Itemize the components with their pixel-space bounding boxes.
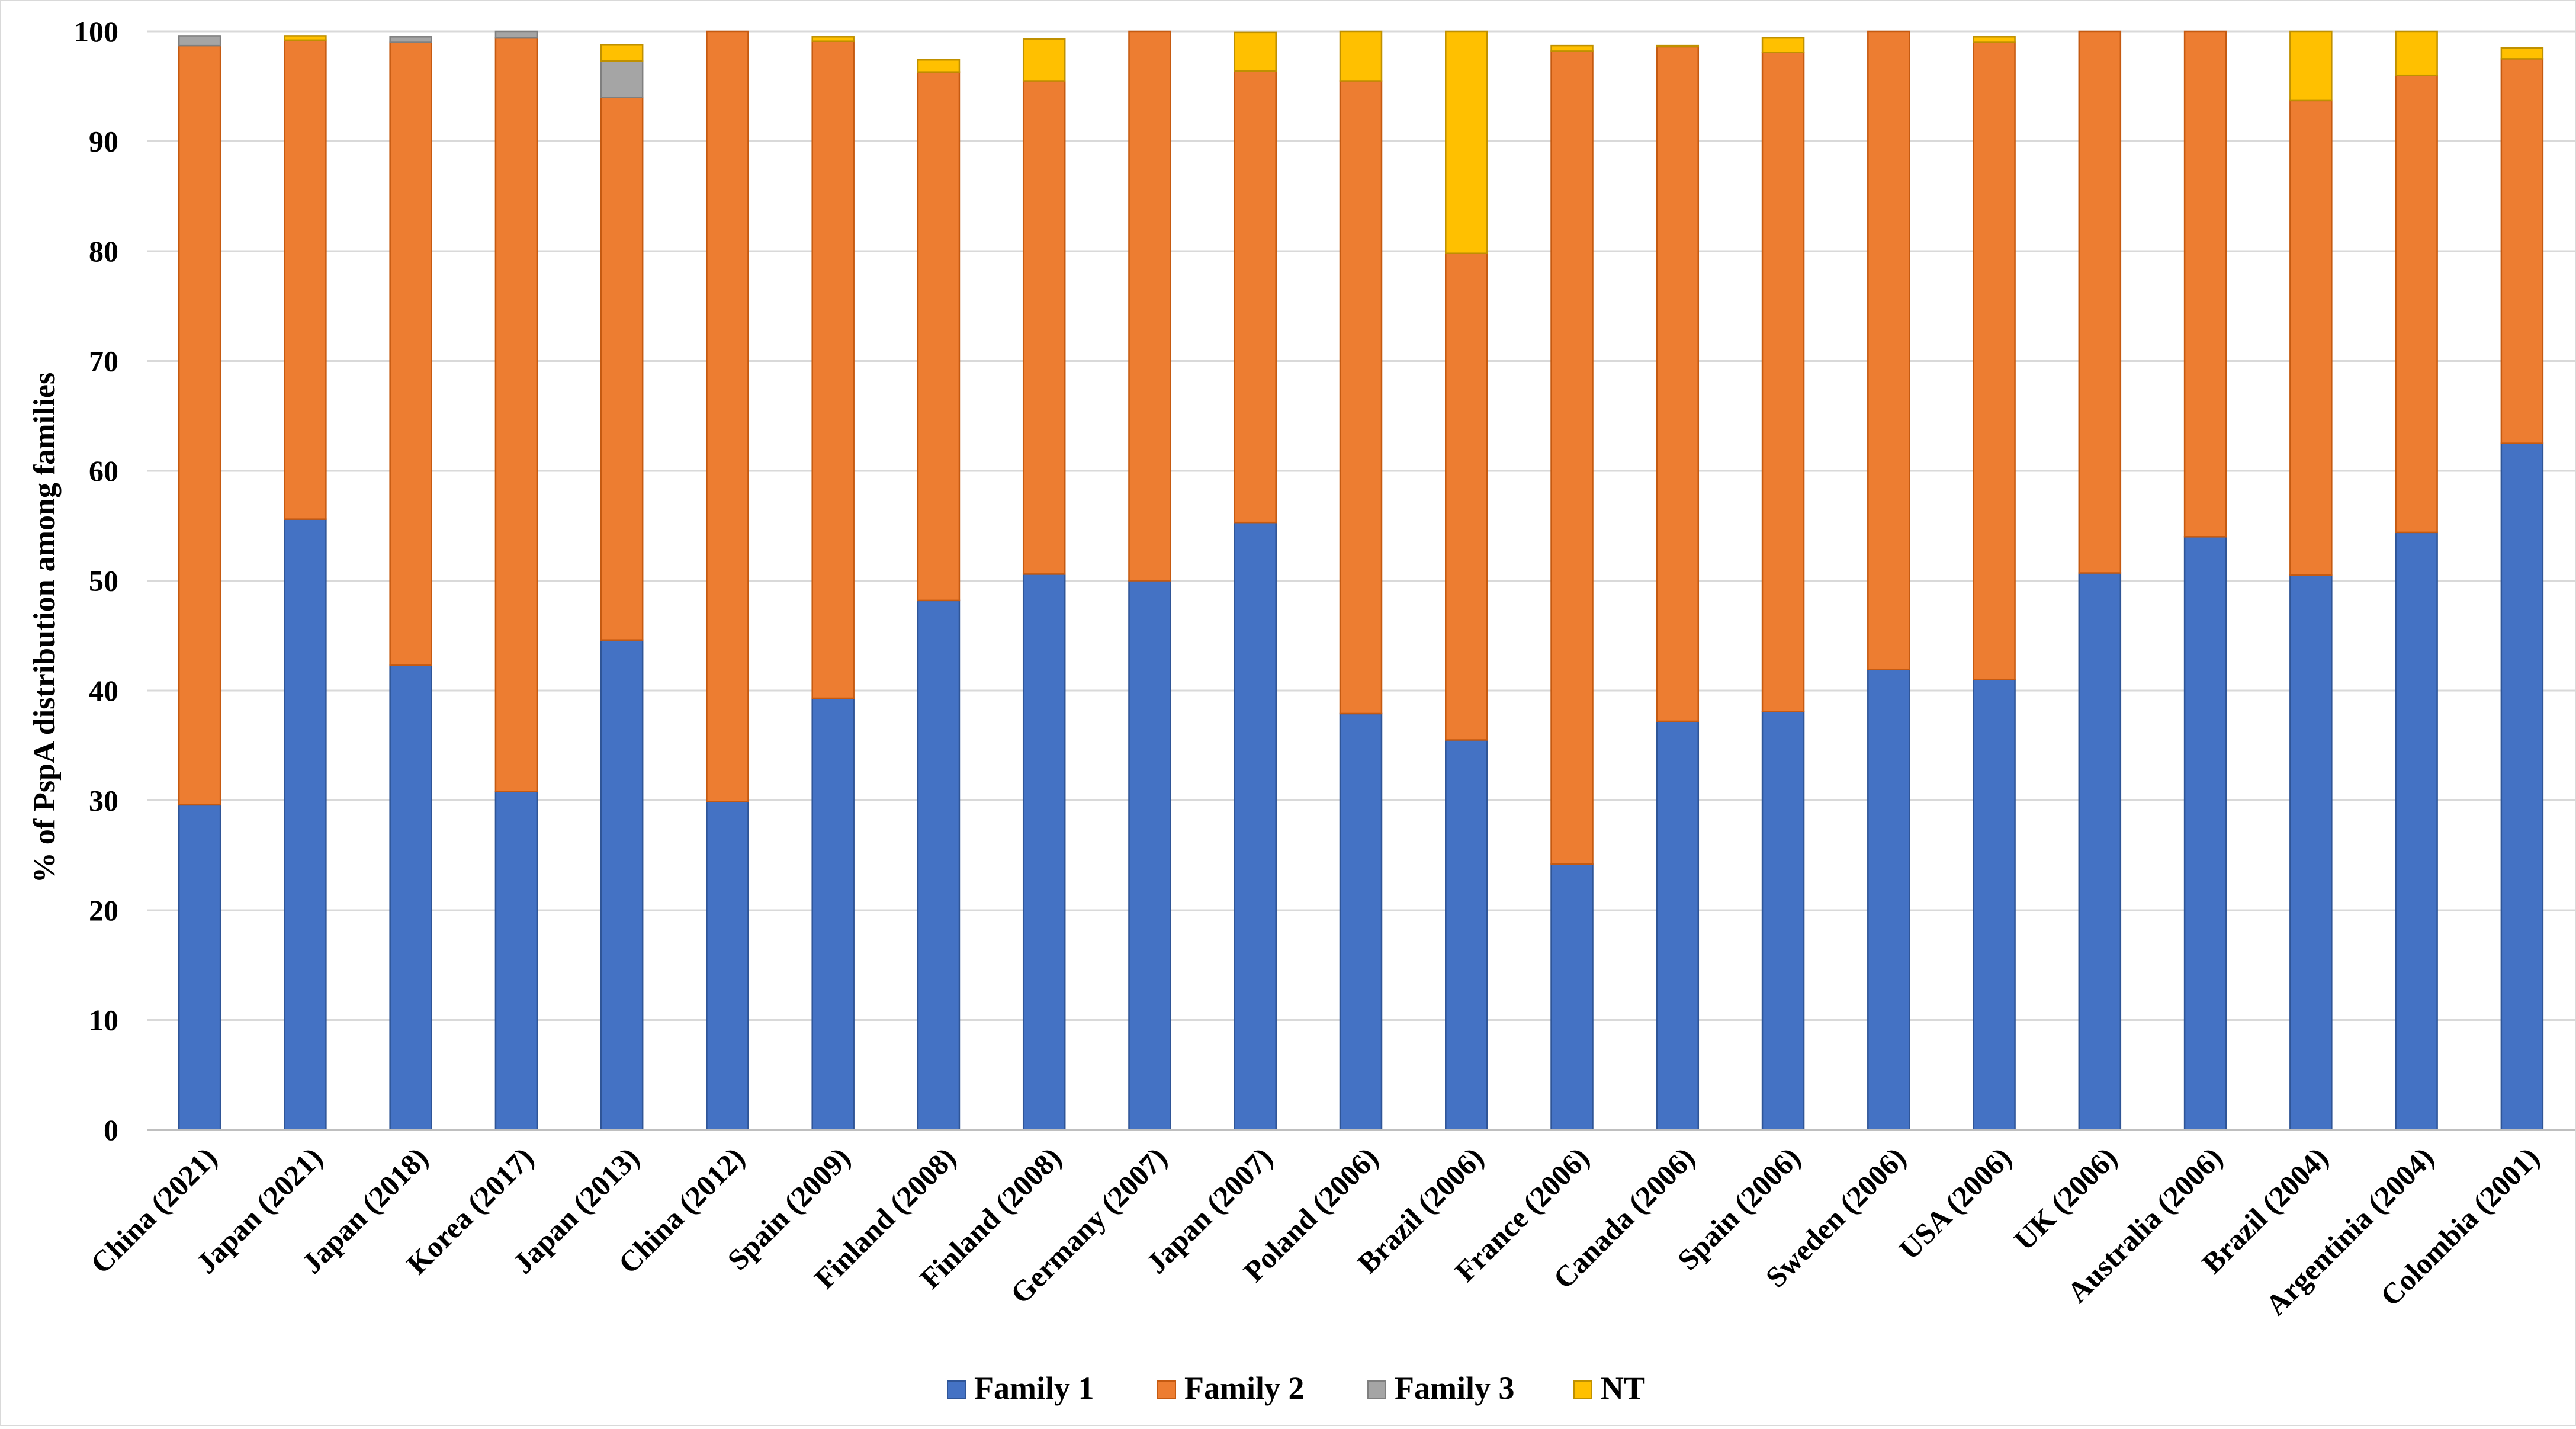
- bar-segment-family-1: [706, 801, 749, 1131]
- bar-segment-family-2: [1761, 51, 1805, 712]
- bar-segment-family-2: [917, 71, 961, 602]
- bar-segment-nt: [284, 35, 327, 41]
- bar-segment-family-2: [494, 37, 538, 792]
- legend-swatch: [947, 1380, 966, 1399]
- bar-segment-family-2: [1973, 41, 2016, 680]
- x-tick-label: UK (2006): [2008, 1141, 2124, 1257]
- bar-segment-family-2: [1339, 80, 1383, 715]
- bar-segment-family-1: [1128, 580, 1171, 1131]
- bar-segment-family-2: [1656, 46, 1700, 722]
- legend-swatch: [1157, 1380, 1176, 1399]
- bar-segment-nt: [1550, 44, 1594, 52]
- y-tick-label: 60: [89, 454, 118, 487]
- bar-segment-nt: [811, 36, 855, 42]
- bar-segment-family-1: [2078, 572, 2122, 1131]
- bar-segment-family-3: [494, 30, 538, 39]
- bar-segment-family-2: [2078, 30, 2122, 574]
- legend-label: Family 3: [1395, 1370, 1514, 1406]
- bar-segment-family-1: [2395, 531, 2438, 1131]
- legend-swatch: [1367, 1380, 1386, 1399]
- bar-segment-family-1: [284, 518, 327, 1131]
- bar-segment-family-1: [600, 639, 644, 1131]
- legend-label: Family 1: [974, 1370, 1094, 1406]
- bar-segment-family-2: [811, 40, 855, 699]
- bar-segment-family-1: [178, 804, 221, 1131]
- legend-swatch: [1573, 1380, 1592, 1399]
- bar-segment-nt: [2500, 47, 2544, 60]
- bar-segment-family-2: [1128, 30, 1171, 582]
- bar-segment-nt: [1022, 38, 1066, 82]
- bar-segment-family-2: [1234, 70, 1277, 524]
- bar-segment-family-2: [389, 41, 432, 666]
- bar-segment-family-1: [1973, 679, 2016, 1131]
- bar-segment-family-1: [917, 599, 961, 1131]
- y-tick-label: 50: [89, 564, 118, 598]
- y-tick-label: 70: [89, 345, 118, 378]
- legend-label: NT: [1601, 1370, 1645, 1406]
- bar-segment-family-1: [494, 791, 538, 1131]
- x-tick-label: USA (2006): [1893, 1141, 2018, 1266]
- y-tick-label: 80: [89, 235, 118, 268]
- bar-segment-family-2: [1445, 252, 1488, 741]
- bar-segment-family-1: [1445, 739, 1488, 1131]
- bar-segment-family-2: [706, 30, 749, 802]
- bar-segment-family-1: [2500, 442, 2544, 1131]
- bars: [178, 30, 2544, 1131]
- bar-segment-family-2: [178, 44, 221, 806]
- bar-segment-family-2: [2500, 58, 2544, 444]
- bar-segment-nt: [1445, 30, 1488, 254]
- bar-segment-nt: [1234, 31, 1277, 72]
- bar-segment-family-1: [1339, 712, 1383, 1131]
- x-tick-labels: China (2021)Japan (2021)Japan (2018)Kore…: [84, 1141, 2546, 1322]
- bar-segment-nt: [1761, 37, 1805, 53]
- bar-segment-family-1: [2289, 574, 2333, 1131]
- bar-segment-family-1: [1761, 710, 1805, 1131]
- bar-segment-family-3: [178, 35, 221, 47]
- y-tick-labels: 0 10 20 30 40 50 60 70 80 90 100: [74, 15, 118, 1147]
- bar-segment-family-1: [1550, 863, 1594, 1131]
- y-tick-label: 100: [74, 15, 118, 48]
- bar-segment-family-2: [1867, 30, 1910, 671]
- bar-segment-family-2: [2395, 74, 2438, 534]
- bar-segment-family-2: [1550, 50, 1594, 865]
- bar-segment-family-2: [600, 97, 644, 641]
- bar-segment-nt: [2289, 30, 2333, 102]
- legend: Family 1 Family 2 Family 3 NT: [947, 1370, 1645, 1406]
- bar-segment-family-1: [1656, 720, 1700, 1131]
- bar-segment-nt: [1339, 30, 1383, 82]
- bar-segment-nt: [2395, 30, 2438, 76]
- bar-segment-nt: [600, 44, 644, 62]
- bar-segment-family-1: [1867, 669, 1910, 1131]
- y-tick-label: 0: [104, 1113, 118, 1147]
- bar-segment-family-2: [1022, 80, 1066, 575]
- bar-segment-family-2: [2289, 99, 2333, 576]
- bar-segment-family-2: [2183, 30, 2227, 538]
- bar-segment-family-1: [1022, 573, 1066, 1131]
- y-tick-label: 20: [89, 894, 118, 927]
- bar-segment-family-1: [389, 664, 432, 1131]
- bar-segment-family-2: [284, 39, 327, 520]
- bar-segment-family-1: [811, 697, 855, 1131]
- y-tick-label: 30: [89, 784, 118, 817]
- bar-segment-nt: [1656, 44, 1700, 48]
- bar-segment-family-1: [2183, 536, 2227, 1131]
- bar-segment-family-3: [600, 60, 644, 98]
- y-axis-label: % of PspA distribution among families: [28, 372, 62, 883]
- y-tick-label: 10: [89, 1004, 118, 1037]
- bar-segment-family-1: [1234, 521, 1277, 1131]
- y-tick-label: 40: [89, 674, 118, 707]
- bar-segment-nt: [1973, 36, 2016, 43]
- legend-label: Family 2: [1184, 1370, 1304, 1406]
- bar-segment-family-3: [389, 36, 432, 43]
- bar-segment-nt: [917, 59, 961, 73]
- y-tick-label: 90: [89, 125, 118, 158]
